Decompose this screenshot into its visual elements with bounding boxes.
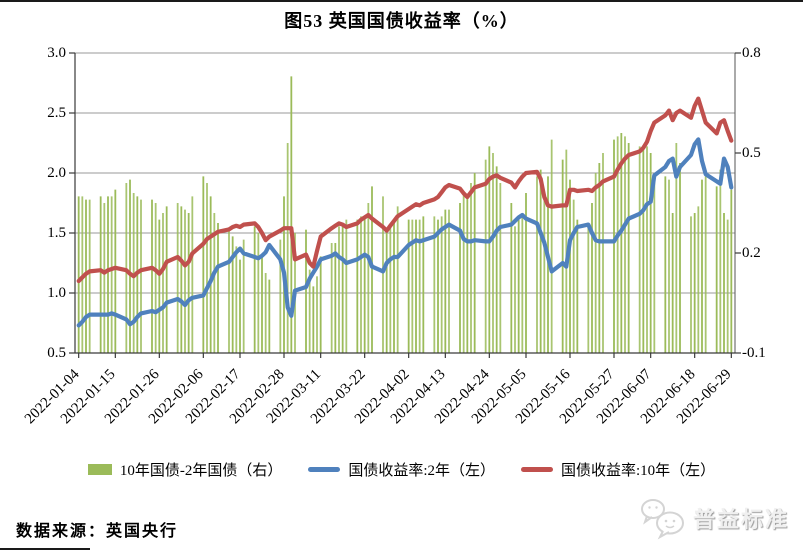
legend-item-2y: 国债收益率:2年（左）: [308, 459, 495, 480]
bottom-divider: [0, 548, 90, 550]
top-divider: [0, 0, 803, 2]
plot-svg: [69, 52, 741, 358]
legend-item-10y: 国债收益率:10年（左）: [521, 459, 715, 480]
brand-logo: 普益标准: [637, 496, 789, 540]
plot-area: [69, 52, 741, 358]
left-axis-tick-label: 1.5: [47, 225, 66, 241]
chart-title: 图53 英国国债收益率（%）: [284, 11, 519, 31]
yield-10y-line-swatch: [521, 467, 553, 472]
legend-label-spread: 10年国债-2年国债（右）: [119, 463, 283, 479]
left-axis-tick-label: 0.5: [47, 345, 66, 361]
data-source-note: 数据来源：英国央行: [16, 523, 179, 540]
right-axis-tick-label: 0.2: [742, 245, 761, 261]
yield-10y-line: [76, 96, 734, 284]
right-axis-tick-label: 0.5: [742, 145, 761, 161]
legend-label-10y: 国债收益率:10年（左）: [561, 463, 716, 479]
yield-2y-line: [76, 137, 734, 328]
left-axis-tick-label: 3.0: [47, 45, 66, 61]
left-axis-tick-label: 2.0: [47, 165, 66, 181]
left-axis-tick-label: 1.0: [47, 285, 66, 301]
legend-item-spread: 10年国债-2年国债（右）: [87, 459, 283, 480]
right-axis-tick-label: -0.1: [742, 345, 766, 361]
left-axis-tick-label: 2.5: [47, 105, 66, 121]
spread-bar-swatch: [87, 464, 112, 475]
legend-label-2y: 国债收益率:2年（左）: [348, 463, 495, 479]
chat-bubbles-icon: [640, 499, 684, 540]
right-axis-tick-label: 0.8: [742, 45, 761, 61]
brand-logo-text: 普益标准: [692, 507, 789, 532]
chart-legend: 10年国债-2年国债（右） 国债收益率:2年（左） 国债收益率:10年（左）: [0, 459, 803, 480]
yield-2y-line-swatch: [308, 467, 341, 472]
